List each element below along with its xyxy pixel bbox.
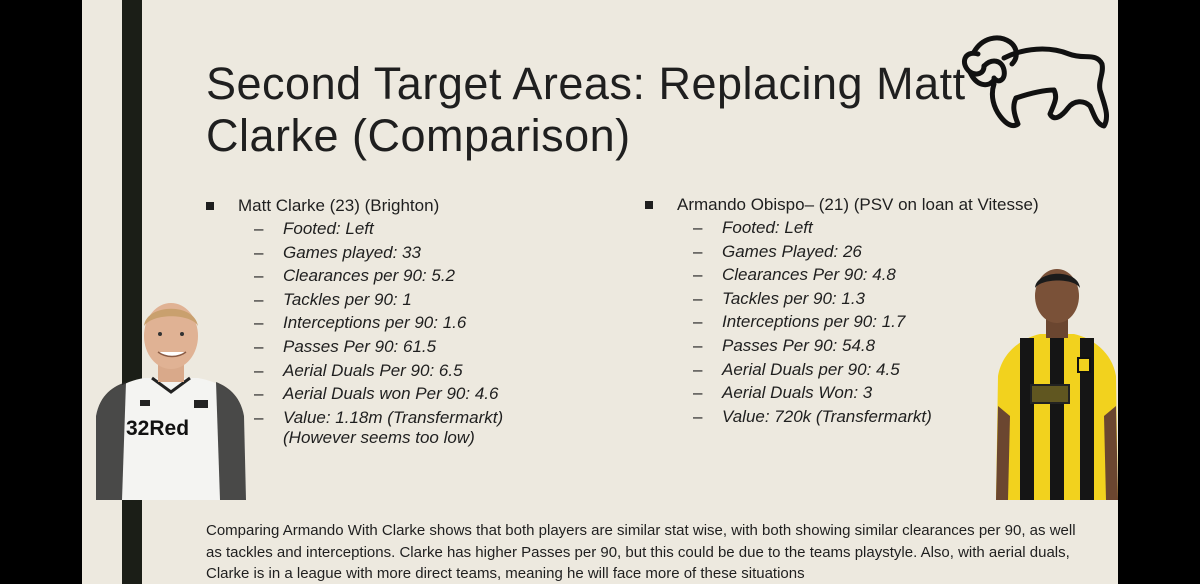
list-item: – Games played: 33 [254, 242, 421, 262]
right-player-column: Armando Obispo– (21) (PSV on loan at Vit… [645, 196, 1045, 430]
list-item: – Value: 1.18m (Transfermarkt)(However se… [254, 407, 504, 447]
right-player-header: Armando Obispo– (21) (PSV on loan at Vit… [677, 195, 1039, 214]
list-item: – Passes Per 90: 54.8 [693, 335, 876, 355]
list-item: – Aerial Duals per 90: 4.5 [693, 359, 900, 379]
derby-ram-logo-icon [961, 35, 1109, 129]
list-item: – Tackles per 90: 1 [254, 289, 412, 309]
square-bullet-icon [206, 202, 214, 210]
square-bullet-icon [645, 201, 653, 209]
list-item: – Footed: Left [254, 219, 374, 238]
left-player-column: Matt Clarke (23) (Brighton) – Footed: Lef… [206, 197, 576, 451]
list-item: – Clearances per 90: 5.2 [254, 266, 455, 286]
slide-title: Second Target Areas: Replacing Matt Clar… [206, 58, 966, 161]
left-player-stats: – Footed: Left – Games played: 33 – Clearan… [206, 219, 576, 448]
matt-clarke-photo: 32Red [96, 303, 246, 500]
list-item: – Aerial Duals Won: 3 [693, 383, 873, 403]
list-item: – Aerial Duals won Per 90: 4.6 [254, 384, 499, 404]
slide: Second Target Areas: Replacing Matt Clar… [82, 0, 1118, 584]
armando-obispo-photo [996, 269, 1118, 500]
list-item: – Aerial Duals Per 90: 6.5 [254, 360, 463, 380]
list-item: – Games Played: 26 [693, 241, 862, 261]
list-item: – Tackles per 90: 1.3 [693, 288, 866, 308]
list-item: – Interceptions per 90: 1.7 [693, 312, 906, 332]
right-player-stats: – Footed: Left – Games Played: 26 – Clearan… [645, 218, 1045, 427]
list-item: – Clearances Per 90: 4.8 [693, 265, 896, 285]
left-player-header: Matt Clarke (23) (Brighton) [238, 196, 440, 215]
list-item: – Interceptions per 90: 1.6 [254, 313, 467, 333]
summary-paragraph: Comparing Armando With Clarke shows that… [206, 522, 1076, 582]
list-item: – Value: 720k (Transfermarkt) [693, 406, 932, 426]
list-item: – Passes Per 90: 61.5 [254, 336, 437, 356]
shirt-sponsor: 32Red [126, 417, 189, 440]
list-item: – Footed: Left [693, 218, 813, 237]
